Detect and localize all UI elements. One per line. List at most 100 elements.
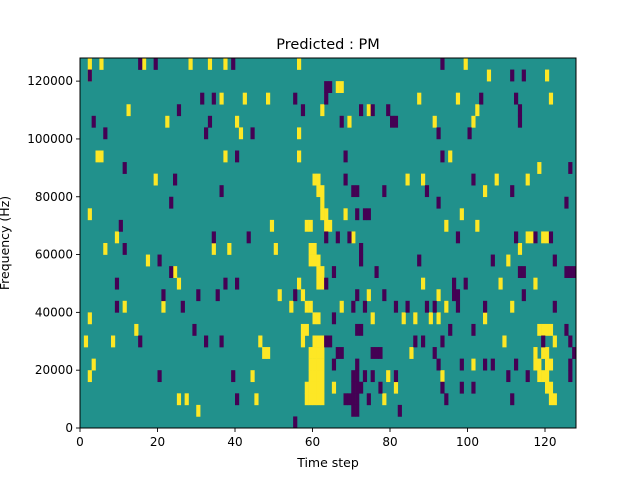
heatmap-cell-low — [355, 404, 360, 417]
x-axis-ticks: 0 20 40 60 80 100 120 — [76, 428, 556, 449]
heatmap-cell-high — [266, 92, 271, 105]
heatmap-cell-high — [196, 404, 201, 417]
heatmap-cell-high — [289, 300, 294, 313]
heatmap-cell-high — [440, 370, 445, 383]
heatmap-cell-high — [444, 300, 449, 313]
heatmap-cell-low — [533, 231, 538, 244]
heatmap-cell-high — [405, 173, 410, 186]
heatmap-cell-high — [533, 347, 538, 359]
heatmap-cell-low — [483, 300, 488, 313]
heatmap-cell-low — [215, 289, 220, 302]
heatmap-cell-high — [537, 370, 542, 383]
heatmap-cell-low — [103, 127, 108, 140]
heatmap-cell-low — [219, 335, 224, 348]
heatmap-cell-high — [304, 300, 309, 313]
heatmap-cell-high — [134, 323, 139, 336]
heatmap-cell-high — [316, 381, 321, 394]
heatmap-cell-high — [498, 277, 503, 290]
heatmap-cell-high — [545, 370, 550, 383]
heatmap-cell-low — [355, 381, 360, 394]
heatmap-cell-high — [269, 219, 275, 232]
heatmap-cell-low — [114, 300, 120, 313]
heatmap-cell-high — [87, 370, 92, 383]
heatmap-cell-high — [99, 150, 104, 163]
heatmap-cell-low — [552, 254, 557, 267]
heatmap-cell-high — [382, 393, 387, 406]
heatmap-cell-high — [165, 115, 170, 128]
heatmap-cell-high — [223, 150, 228, 163]
heatmap-cell-low — [331, 312, 337, 325]
heatmap-cell-high — [320, 370, 325, 383]
heatmap-cell-high — [366, 104, 371, 117]
heatmap-cell-low — [138, 58, 143, 70]
chart-title: Predicted : PM — [276, 37, 379, 53]
heatmap-cell-low — [169, 266, 174, 278]
heatmap-cell-high — [320, 266, 325, 278]
heatmap-cell-low — [510, 393, 515, 406]
heatmap-cell-high — [273, 243, 278, 255]
heatmap-cell-high — [316, 358, 321, 371]
heatmap-cell-high — [161, 300, 166, 313]
heatmap-cell-high — [219, 92, 224, 105]
heatmap-cell-low — [378, 381, 383, 394]
y-tick-label: 20000 — [35, 363, 73, 377]
heatmap-cell-low — [510, 69, 515, 82]
heatmap-cell-high — [537, 162, 542, 174]
heatmap-cell-high — [421, 277, 426, 290]
heatmap-cell-low — [324, 81, 329, 93]
heatmap-cell-low — [417, 254, 422, 267]
heatmap-cell-high — [552, 335, 557, 348]
heatmap-cell-high — [122, 300, 127, 313]
heatmap-cell-low — [490, 254, 495, 267]
heatmap-cell-low — [355, 370, 360, 383]
heatmap-cell-high — [339, 300, 344, 313]
heatmap-cell-high — [176, 393, 182, 406]
heatmap-cell-high — [308, 254, 313, 267]
heatmap-cell-low — [91, 115, 96, 128]
heatmap-cell-high — [486, 69, 492, 82]
heatmap-cell-low — [405, 300, 410, 313]
heatmap-cell-high — [145, 254, 151, 267]
heatmap-cell-high — [312, 393, 317, 406]
heatmap-cell-high — [510, 300, 515, 313]
heatmap-cell-high — [308, 243, 313, 255]
heatmap-cell-low — [386, 104, 391, 117]
heatmap-cell-low — [324, 231, 329, 244]
heatmap-cell-high — [266, 347, 271, 359]
heatmap-cell-low — [351, 370, 356, 383]
heatmap-cell-high — [417, 92, 422, 105]
heatmap-cell-low — [572, 347, 577, 359]
heatmap-cell-low — [343, 173, 348, 186]
heatmap-cell-low — [231, 370, 236, 383]
heatmap-cell-low — [390, 115, 395, 128]
heatmap-cell-high — [114, 231, 120, 244]
heatmap-cell-high — [548, 393, 554, 406]
heatmap-cell-low — [157, 254, 162, 267]
heatmap-cell-low — [568, 358, 573, 371]
heatmap-cell-high — [304, 381, 309, 394]
heatmap-cell-low — [347, 393, 352, 406]
heatmap-cell-high — [297, 277, 302, 290]
heatmap-cell-low — [432, 300, 437, 313]
heatmap-cell-low — [568, 266, 573, 278]
heatmap-cell-low — [448, 323, 453, 336]
heatmap-cell-low — [324, 92, 329, 105]
heatmap-cell-low — [572, 266, 577, 278]
heatmap-cell-low — [192, 323, 197, 336]
heatmap-cell-high — [432, 115, 437, 128]
heatmap-cell-high — [541, 323, 546, 336]
heatmap-cell-low — [293, 289, 298, 302]
heatmap-cell-high — [320, 104, 325, 117]
heatmap-cell-low — [548, 231, 554, 244]
x-tick-label: 60 — [305, 435, 320, 449]
heatmap-cell-high — [308, 393, 313, 406]
heatmap-cell-high — [320, 381, 325, 394]
heatmap-cell-high — [111, 335, 116, 348]
heatmap-cell-high — [541, 231, 546, 244]
heatmap-cell-high — [262, 347, 267, 359]
heatmap-cell-high — [471, 115, 476, 128]
heatmap-cell-low — [459, 358, 464, 371]
heatmap-cell-low — [463, 277, 468, 290]
heatmap-cell-low — [483, 358, 488, 371]
heatmap-cell-low — [424, 185, 430, 198]
